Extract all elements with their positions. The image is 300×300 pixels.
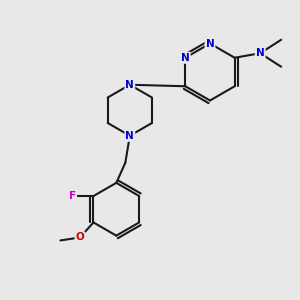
Text: N: N <box>256 48 265 58</box>
Text: N: N <box>206 38 214 49</box>
Text: N: N <box>125 80 134 90</box>
Text: N: N <box>181 53 190 63</box>
Text: O: O <box>76 232 84 242</box>
Text: F: F <box>69 191 76 201</box>
Text: N: N <box>125 131 134 141</box>
